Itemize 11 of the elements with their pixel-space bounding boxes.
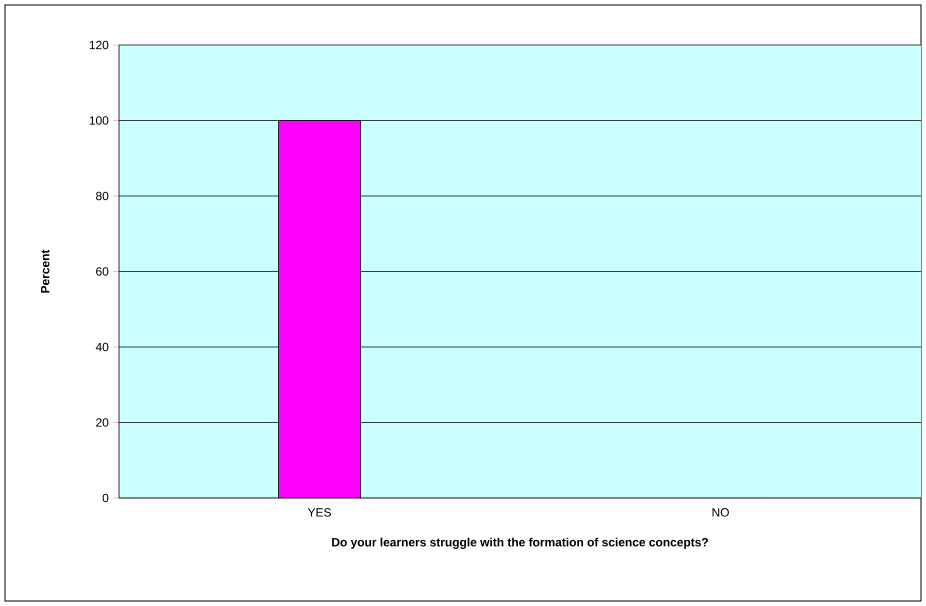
x-tick-label: YES — [308, 508, 331, 517]
y-tick-label: 20 — [96, 418, 108, 427]
y-axis-title: Percent — [41, 250, 50, 293]
y-tick-label: 120 — [90, 40, 108, 50]
y-tick-label: 60 — [96, 267, 108, 276]
x-tick-label: NO — [712, 508, 729, 517]
x-axis-title: Do your learners struggle with the formation of science concepts? — [332, 538, 708, 549]
y-tick-label: 100 — [90, 116, 108, 125]
y-tick-label: 40 — [96, 342, 108, 352]
y-tick-label: 80 — [96, 192, 108, 200]
y-tick-label: 0 — [102, 494, 108, 502]
